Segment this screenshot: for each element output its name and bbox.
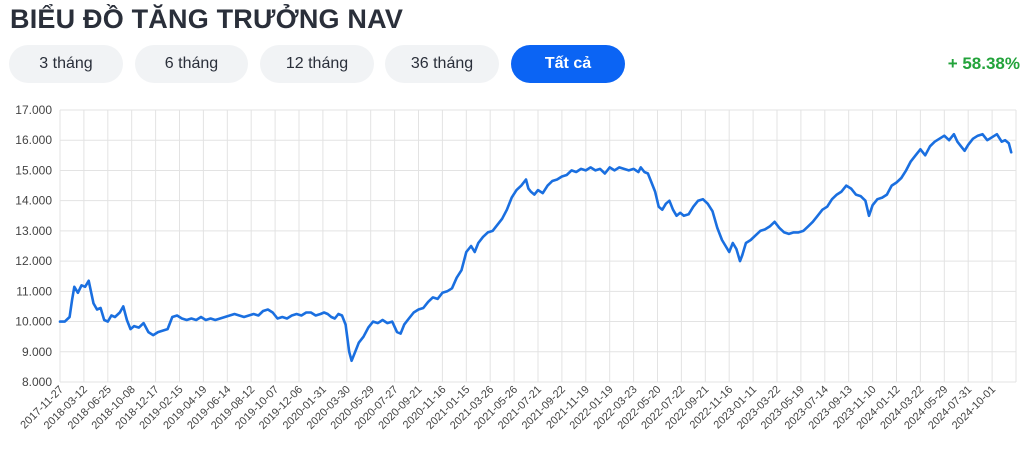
- y-tick-label: 12.000: [15, 254, 52, 268]
- tab-12-months[interactable]: 12 tháng: [260, 45, 374, 83]
- nav-series-line: [58, 132, 1013, 363]
- x-axis-ticks: 2017-11-272018-03-122018-06-252018-10-08…: [18, 384, 998, 432]
- page-title: BIỂU ĐỒ TĂNG TRƯỞNG NAV: [10, 4, 404, 34]
- tab-all[interactable]: Tất cả: [511, 45, 625, 83]
- y-tick-label: 15.000: [15, 163, 52, 177]
- y-tick-label: 13.000: [15, 224, 52, 238]
- y-axis-ticks: 8.000 9.000 10.000 11.000 12.000 13.000 14.000…: [15, 103, 52, 389]
- nav-growth-value: + 58.38%: [947, 54, 1020, 73]
- tab-36-months[interactable]: 36 tháng: [385, 45, 499, 83]
- y-tick-label: 11.000: [16, 284, 52, 298]
- series-group: [58, 132, 1013, 363]
- y-tick-label: 16.000: [15, 133, 52, 147]
- tab-3-months[interactable]: 3 tháng: [9, 45, 123, 83]
- y-tick-label: 17.000: [15, 103, 52, 117]
- y-tick-label: 8.000: [22, 375, 52, 389]
- tab-6-months[interactable]: 6 tháng: [135, 45, 248, 83]
- y-tick-label: 10.000: [15, 315, 52, 329]
- chart-grid: [59, 109, 1017, 383]
- y-tick-label: 14.000: [15, 194, 52, 208]
- nav-line-chart: 8.000 9.000 10.000 11.000 12.000 13.000 14.000…: [15, 103, 1017, 432]
- y-tick-label: 9.000: [22, 345, 52, 359]
